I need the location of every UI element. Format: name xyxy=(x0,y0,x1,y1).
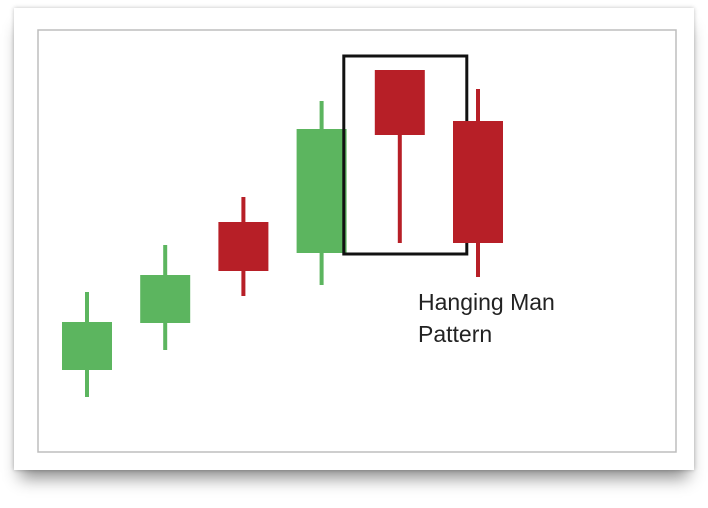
plot-frame xyxy=(37,29,677,453)
candle-body xyxy=(62,322,112,370)
candle-body xyxy=(296,129,347,253)
candle-body xyxy=(453,121,503,243)
candle-body xyxy=(218,222,269,271)
candle-body xyxy=(140,275,191,323)
candle-body xyxy=(374,70,425,135)
annotation: Hanging Man Pattern xyxy=(418,289,555,347)
